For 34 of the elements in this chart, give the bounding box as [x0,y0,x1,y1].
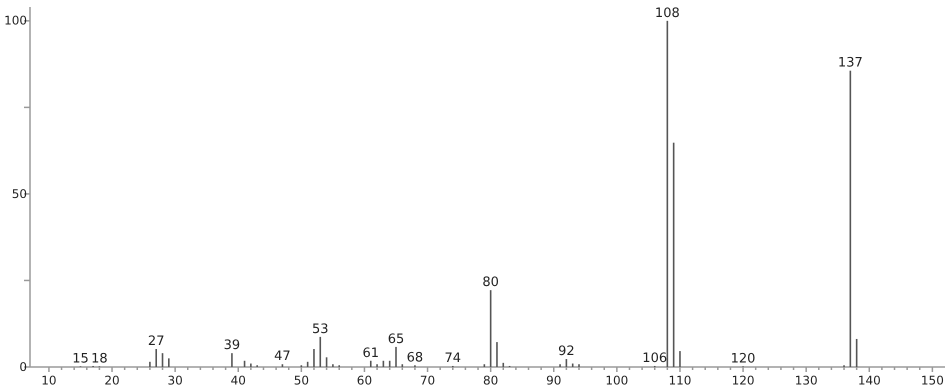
x-tick-label: 150 [920,374,944,388]
annotation: 68 [406,350,424,366]
annotation: 27 [148,334,164,349]
y-tick-label: 0 [19,360,27,374]
annotation: 120 [730,351,756,366]
x-tick-label: 120 [732,374,755,388]
x-tick-label: 100 [605,374,628,388]
annotation: 15 [72,351,89,366]
x-tick-label: 10 [41,374,57,388]
x-tick-label: 110 [668,374,692,388]
annotation: 106 [642,350,668,366]
x-tick-label: 90 [546,374,562,388]
x-tick-label: 130 [794,374,818,388]
annotation: 47 [274,349,291,364]
annotation: 61 [362,346,380,361]
x-tick-label: 20 [104,374,120,388]
annotation: 92 [558,344,575,360]
x-tick-label: 80 [483,374,498,388]
x-tick-label: 40 [230,374,246,388]
annotation: 80 [482,275,499,290]
x-tick-label: 30 [167,374,183,388]
annotation: 108 [654,6,680,21]
y-tick-label: 50 [12,186,27,201]
x-tick-label: 60 [356,374,372,388]
annotation: 65 [388,332,404,347]
annotation: 137 [838,56,863,71]
annotation: 53 [312,322,329,337]
annotation: 39 [224,338,240,354]
x-tick-label: 140 [858,374,881,388]
y-tick-label: 100 [4,14,27,28]
x-tick-label: 70 [420,374,436,388]
annotation: 18 [91,351,108,366]
x-tick-label: 50 [294,374,309,388]
annotation: 74 [444,350,462,366]
